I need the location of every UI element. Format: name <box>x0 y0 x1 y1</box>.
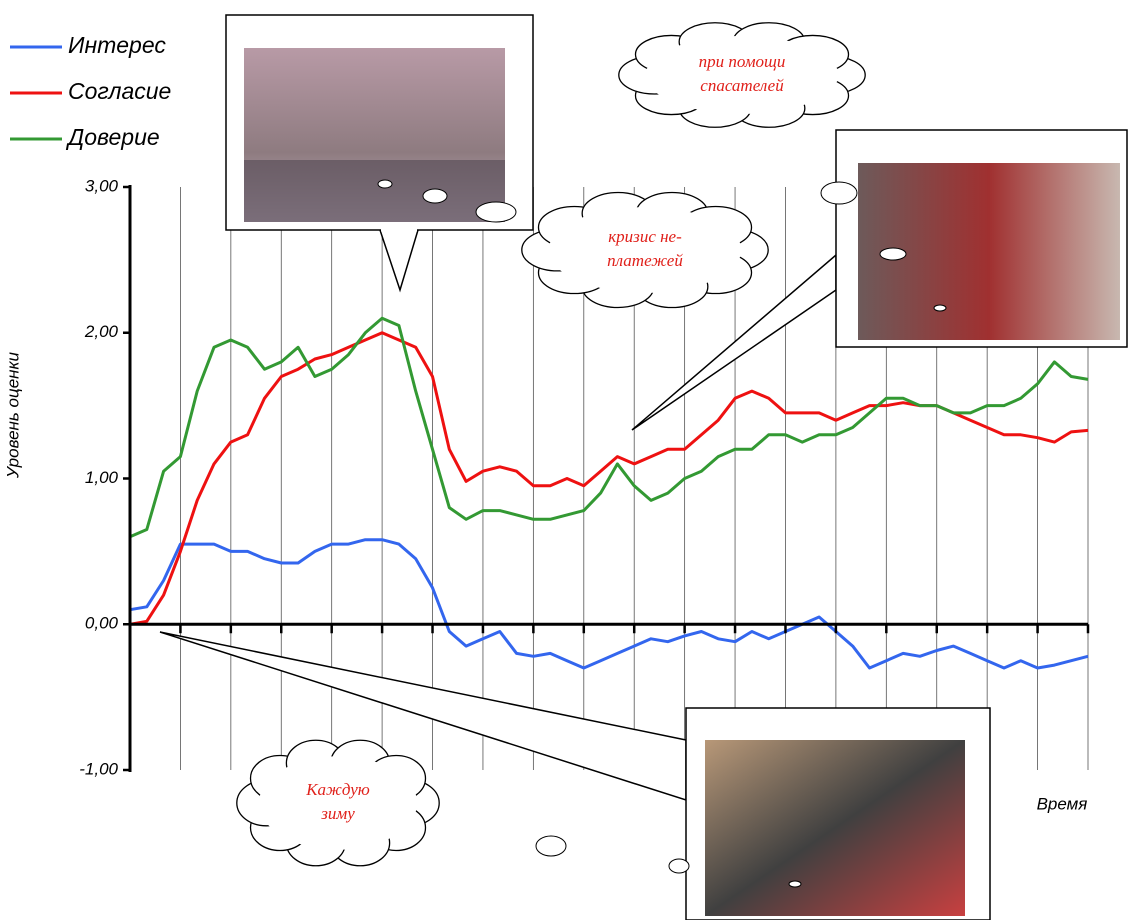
annotation-text: спасателей <box>700 76 784 95</box>
annotation-text: кризис не- <box>608 227 682 246</box>
cloud-body <box>258 756 418 850</box>
cloud-body <box>548 207 742 293</box>
y-tick-label: -1,00 <box>79 759 118 778</box>
cloud: кризис не-платежей <box>521 191 769 309</box>
y-axis-label: Уровень оценки <box>3 351 22 479</box>
photo-callout <box>159 631 991 920</box>
annotation-text: при помощи <box>699 52 786 71</box>
legend-label: Доверие <box>65 124 160 150</box>
data-line <box>129 316 1089 539</box>
data-line <box>129 538 1089 670</box>
x-axis-label: Время <box>1037 794 1088 813</box>
photo-callout <box>631 129 1128 431</box>
cloud-body <box>645 36 839 114</box>
annotation-text: зиму <box>320 804 355 823</box>
cloud: Каждую зиму <box>236 739 440 867</box>
legend-label: Интерес <box>68 32 166 58</box>
legend-label: Согласие <box>68 78 171 104</box>
photo-callout <box>225 14 534 293</box>
y-tick-label: 2,00 <box>84 322 119 341</box>
cloud: при помощи спасателей <box>618 22 866 128</box>
annotation-text: платежей <box>607 251 683 270</box>
y-tick-label: 1,00 <box>85 468 119 487</box>
y-tick-label: 3,00 <box>85 176 119 195</box>
annotation-text: Каждую <box>305 780 370 799</box>
y-tick-label: 0,00 <box>85 614 119 633</box>
